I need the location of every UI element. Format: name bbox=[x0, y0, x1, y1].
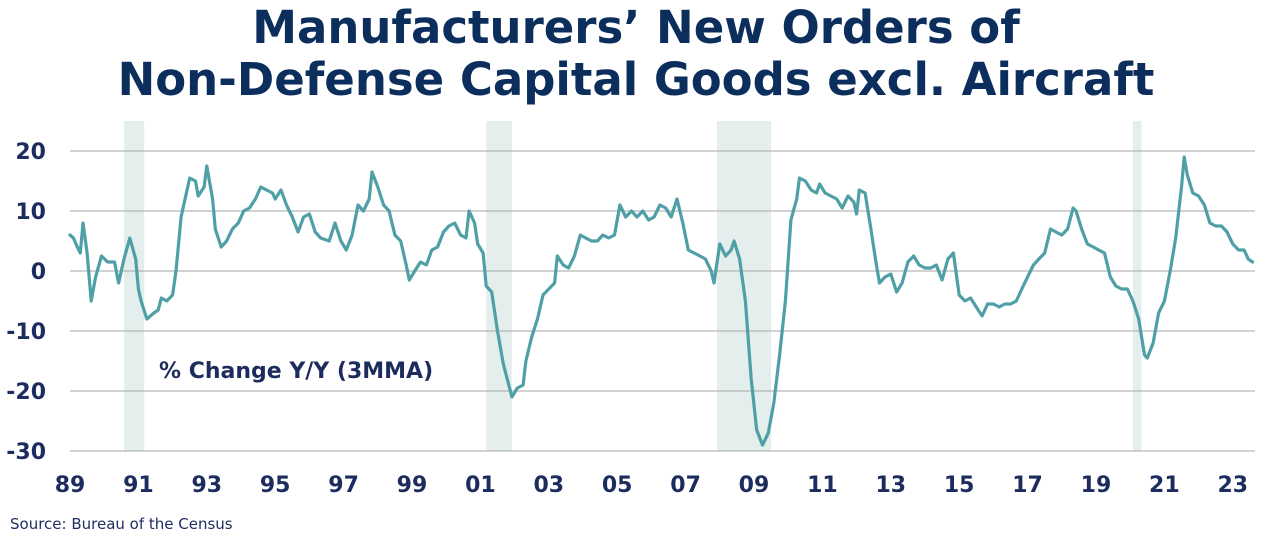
x-tick-label: 01 bbox=[465, 473, 496, 498]
y-axis-ticks: 20 10 0 -10 -20 -30 bbox=[6, 140, 46, 465]
chart-annotation: % Change Y/Y (3MMA) bbox=[159, 359, 433, 384]
x-tick-label: 11 bbox=[807, 473, 838, 498]
x-tick-label: 09 bbox=[739, 473, 770, 498]
gridlines bbox=[70, 150, 1255, 452]
x-tick-label: 19 bbox=[1081, 473, 1112, 498]
recession-band-4 bbox=[1132, 121, 1142, 451]
x-tick-label: 99 bbox=[397, 473, 428, 498]
x-tick-label: 17 bbox=[1012, 473, 1043, 498]
source-note: Source: Bureau of the Census bbox=[10, 515, 233, 533]
x-tick-label: 03 bbox=[533, 473, 564, 498]
y-tick-label: -10 bbox=[6, 320, 46, 345]
x-tick-label: 21 bbox=[1149, 473, 1180, 498]
series-line bbox=[68, 155, 1255, 447]
recession-bands bbox=[124, 121, 1142, 451]
x-tick-label: 05 bbox=[602, 473, 633, 498]
x-axis-ticks: 89 91 93 95 97 99 01 03 05 07 09 11 13 15 17 19 21 23 bbox=[55, 473, 1248, 498]
x-tick-label: 93 bbox=[191, 473, 222, 498]
x-tick-label: 23 bbox=[1217, 473, 1248, 498]
x-tick-label: 15 bbox=[944, 473, 975, 498]
title-line-2: Non-Defense Capital Goods excl. Aircraft bbox=[117, 53, 1155, 106]
x-tick-label: 13 bbox=[875, 473, 906, 498]
y-tick-label: -30 bbox=[6, 440, 46, 465]
chart-title: Manufacturers’ New Orders of Non-Defense… bbox=[0, 2, 1272, 106]
recession-band-2 bbox=[486, 121, 512, 451]
y-tick-label: 0 bbox=[31, 260, 46, 285]
title-line-1: Manufacturers’ New Orders of bbox=[252, 1, 1020, 54]
x-tick-label: 97 bbox=[328, 473, 359, 498]
recession-band-1 bbox=[124, 121, 145, 451]
x-tick-label: 95 bbox=[260, 473, 291, 498]
y-tick-label: 10 bbox=[15, 200, 46, 225]
y-tick-label: -20 bbox=[6, 380, 46, 405]
x-tick-label: 91 bbox=[123, 473, 154, 498]
x-tick-label: 07 bbox=[670, 473, 701, 498]
y-tick-label: 20 bbox=[15, 140, 46, 165]
x-tick-label: 89 bbox=[55, 473, 86, 498]
